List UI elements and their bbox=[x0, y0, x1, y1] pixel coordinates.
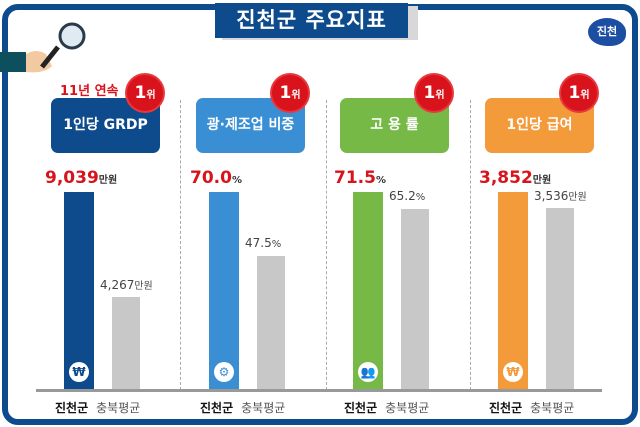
rank-unit: 위 bbox=[146, 90, 156, 101]
rank-number: 1 bbox=[568, 83, 581, 103]
rank-badge: 1위 bbox=[561, 75, 597, 111]
category-labels: 진천군 충북평균 bbox=[489, 401, 575, 415]
page-title: 진천군 주요지표 bbox=[215, 3, 408, 38]
jincheon-logo: 진천 bbox=[588, 18, 626, 46]
rank-badge: 1위 bbox=[127, 75, 163, 111]
rank-unit: 위 bbox=[580, 90, 590, 101]
people-icon: 👥 bbox=[358, 362, 378, 382]
value-label-jincheon: 3,852만원 bbox=[479, 168, 552, 188]
magnifier-hand-icon bbox=[0, 22, 86, 73]
bar-chungbuk-average bbox=[546, 208, 574, 390]
category-labels: 진천군 충북평균 bbox=[55, 401, 141, 415]
value-label-jincheon: 71.5% bbox=[334, 168, 386, 188]
divider bbox=[180, 100, 181, 390]
value-label-jincheon: 9,039만원 bbox=[45, 168, 118, 188]
bar-jincheon: 👥 bbox=[353, 192, 383, 390]
bar-chungbuk-average bbox=[257, 255, 285, 390]
bar-jincheon: ₩ bbox=[498, 192, 528, 390]
rank-number: 1 bbox=[134, 83, 147, 103]
category-labels: 진천군 충북평균 bbox=[344, 401, 430, 415]
rank-number: 1 bbox=[423, 83, 436, 103]
bar-jincheon: ₩ bbox=[64, 192, 94, 390]
divider bbox=[326, 100, 327, 390]
rank-number: 1 bbox=[279, 83, 292, 103]
rank-unit: 위 bbox=[435, 90, 445, 101]
value-label-chungbuk: 3,536만원 bbox=[534, 189, 587, 204]
bar-chungbuk-average bbox=[401, 209, 429, 390]
value-label-chungbuk: 47.5% bbox=[245, 235, 282, 250]
panel-header: 1인당 GRDP bbox=[51, 98, 160, 153]
panel-header: 광·제조업 비중 bbox=[196, 98, 305, 153]
divider bbox=[470, 100, 471, 390]
won-icon: ₩ bbox=[503, 362, 523, 382]
baseline bbox=[36, 389, 602, 392]
rank-unit: 위 bbox=[291, 90, 301, 101]
category-labels: 진천군 충북평균 bbox=[200, 401, 286, 415]
rank-badge: 1위 bbox=[272, 75, 308, 111]
gear-icon: ⚙ bbox=[214, 362, 234, 382]
bar-jincheon: ⚙ bbox=[209, 192, 239, 390]
streak-label: 11년 연속 bbox=[60, 84, 119, 99]
rank-badge: 1위 bbox=[416, 75, 452, 111]
value-label-jincheon: 70.0% bbox=[190, 168, 242, 188]
won-icon: ₩ bbox=[69, 362, 89, 382]
value-label-chungbuk: 65.2% bbox=[389, 189, 426, 204]
value-label-chungbuk: 4,267만원 bbox=[100, 277, 153, 292]
bar-chungbuk-average bbox=[112, 296, 140, 390]
